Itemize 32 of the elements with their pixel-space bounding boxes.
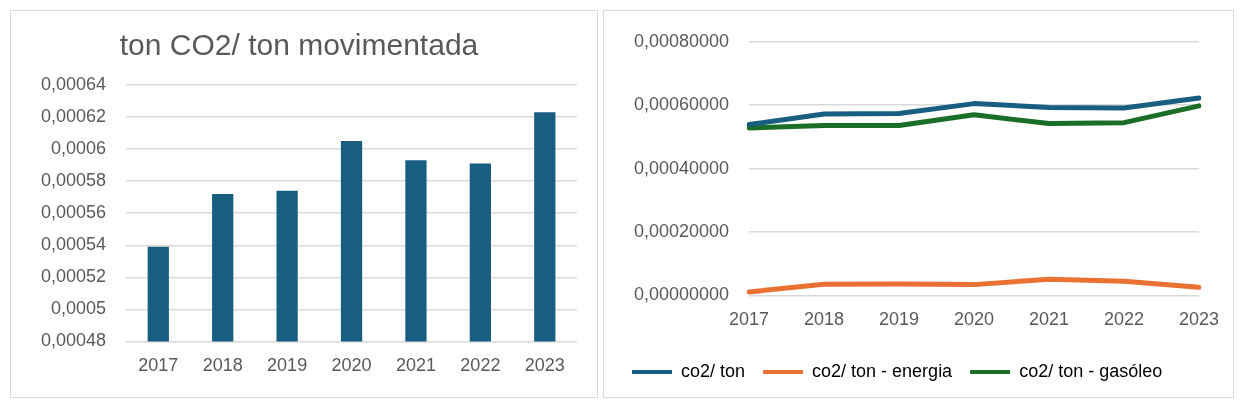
y-tick-label: 0,00040000 (633, 157, 730, 178)
y-tick-label: 0,00000000 (633, 284, 730, 305)
x-tick-label: 2017 (138, 355, 179, 376)
y-tick-label: 0,00020000 (633, 220, 730, 241)
x-tick-label: 2018 (202, 355, 243, 376)
y-tick-label: 0,00056 (40, 202, 107, 223)
y-tick-label: 0,00058 (40, 170, 107, 191)
y-tick-label: 0,00064 (40, 73, 107, 94)
x-tick-label: 2020 (954, 309, 995, 330)
x-tick-label: 2019 (267, 355, 308, 376)
x-tick-label: 2020 (331, 355, 372, 376)
y-tick-label: 0,0005 (51, 298, 107, 319)
legend-label: co2/ ton (681, 360, 746, 381)
y-tick-label: 0,00080000 (633, 30, 730, 51)
x-tick-label: 2022 (460, 355, 501, 376)
y-tick-label: 0,00048 (40, 330, 107, 351)
x-tick-label: 2018 (804, 309, 845, 330)
y-tick-label: 0,00062 (40, 106, 107, 127)
x-tick-label: 2021 (395, 355, 436, 376)
y-tick-label: 0,00060000 (633, 94, 730, 115)
x-tick-label: 2019 (879, 309, 920, 330)
chart-title: ton CO2/ ton movimentada (119, 28, 479, 62)
x-tick-label: 2017 (729, 309, 770, 330)
legend-label: co2/ ton - gasóleo (1019, 360, 1163, 381)
x-tick-label: 2023 (1178, 309, 1219, 330)
y-tick-label: 0,00052 (40, 266, 107, 287)
x-tick-label: 2023 (524, 355, 565, 376)
x-tick-label: 2022 (1103, 309, 1145, 330)
x-tick-label: 2021 (1028, 309, 1070, 330)
y-tick-label: 0,00054 (40, 234, 107, 255)
y-tick-label: 0,0006 (51, 138, 107, 159)
legend-label: co2/ ton - energia (812, 360, 954, 381)
